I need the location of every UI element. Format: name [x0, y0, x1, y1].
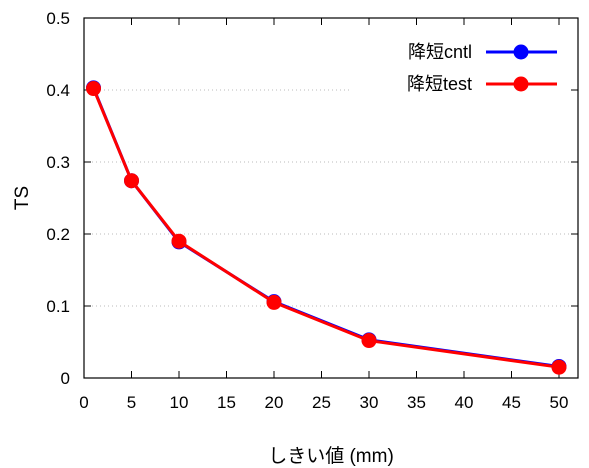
legend-swatch-marker-1 — [513, 44, 529, 60]
data-point-series-2 — [551, 359, 567, 375]
legend: 降短cntl 降短test — [407, 42, 557, 94]
x-tick-label: 45 — [502, 393, 521, 412]
legend-label-2: 降短test — [407, 74, 472, 94]
y-tick-label: 0.4 — [46, 81, 70, 100]
y-tick-label: 0.5 — [46, 9, 70, 28]
legend-swatch-marker-2 — [513, 76, 529, 92]
y-tick-label: 0 — [61, 369, 70, 388]
plot-frame — [83, 17, 579, 379]
x-axis-title: しきい値 (mm) — [268, 445, 394, 467]
data-point-series-2 — [86, 81, 101, 97]
y-tick-label: 0.1 — [46, 297, 70, 316]
x-tick-label: 10 — [170, 393, 189, 412]
data-point-series-2 — [171, 233, 187, 249]
x-tick-label: 25 — [312, 393, 331, 412]
grid — [84, 89, 578, 307]
x-tick-label: 35 — [407, 393, 426, 412]
x-tick-label: 0 — [79, 393, 88, 412]
data-point-series-2 — [361, 333, 377, 349]
legend-label-1: 降短cntl — [408, 42, 472, 62]
x-tick-label: 30 — [360, 393, 379, 412]
y-tick-label: 0.3 — [46, 153, 70, 172]
data-point-series-2 — [266, 294, 282, 310]
series-line-2 — [92, 88, 560, 369]
x-tick-label: 20 — [265, 393, 284, 412]
x-tick-label: 50 — [550, 393, 569, 412]
series-group — [86, 80, 567, 375]
x-tick-label: 15 — [217, 393, 236, 412]
y-tick-label: 0.2 — [46, 225, 70, 244]
x-tick-label: 40 — [455, 393, 474, 412]
y-axis-title: TS — [12, 186, 33, 210]
tick-labels: 0 0.1 0.2 0.3 0.4 0.5 0 5 10 15 20 25 30 35 40 45 50 — [46, 9, 568, 412]
data-point-series-2 — [124, 173, 139, 189]
x-tick-label: 5 — [127, 393, 136, 412]
